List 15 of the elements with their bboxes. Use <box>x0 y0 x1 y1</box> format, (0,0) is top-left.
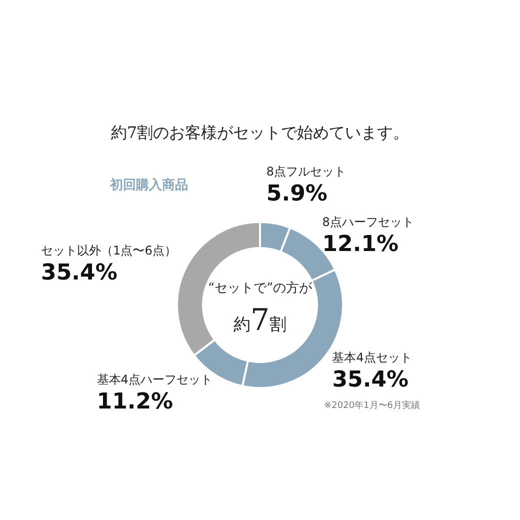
text: 約7割 <box>233 303 287 338</box>
slice-label: 8点ハーフセット <box>322 214 414 229</box>
data-label: 5.9% <box>266 182 328 207</box>
chart-title: 約7割のお客様がセットで始めています。 <box>110 123 410 142</box>
data-label: 35.4% <box>41 260 118 286</box>
data-label: 35.4% <box>332 367 409 392</box>
slice-label: セット以外（1点〜6点） <box>41 244 176 258</box>
data-label: 12.1% <box>322 232 399 257</box>
text: “セットで”の方が <box>208 280 314 296</box>
slice-label: 基本4点ハーフセット <box>96 372 212 386</box>
text: ※2020年1月〜6月実績 <box>324 400 420 411</box>
slice-label: 基本4点セット <box>332 350 412 364</box>
text: 初回購入商品 <box>109 177 188 193</box>
slice-label: 8点フルセット <box>266 164 346 179</box>
data-label: 11.2% <box>96 389 174 414</box>
